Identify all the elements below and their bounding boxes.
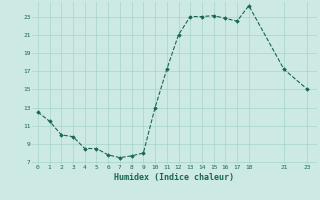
X-axis label: Humidex (Indice chaleur): Humidex (Indice chaleur)	[115, 173, 234, 182]
